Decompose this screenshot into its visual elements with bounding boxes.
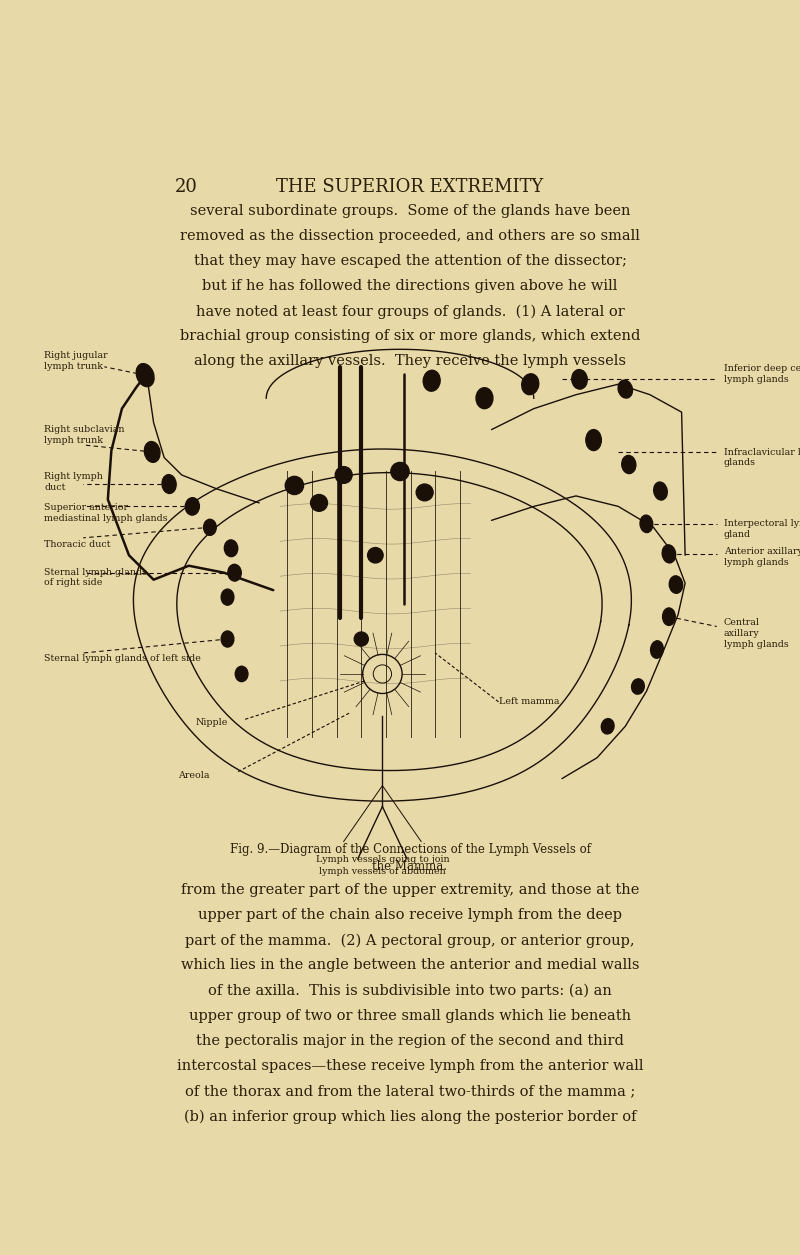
Text: part of the mamma.  (2) A pectoral group, or anterior group,: part of the mamma. (2) A pectoral group,… <box>185 934 635 948</box>
Text: Interpectoral lymph
gland: Interpectoral lymph gland <box>724 518 800 538</box>
Text: which lies in the angle between the anterior and medial walls: which lies in the angle between the ante… <box>181 959 639 973</box>
Text: Lymph vessels going to join
lymph vessels of abdomen: Lymph vessels going to join lymph vessel… <box>315 856 450 876</box>
Text: have noted at least four groups of glands.  (1) A lateral or: have noted at least four groups of gland… <box>196 304 624 319</box>
Text: Central
axillary
lymph glands: Central axillary lymph glands <box>724 619 789 649</box>
Text: 20: 20 <box>174 178 198 196</box>
Text: removed as the dissection proceeded, and others are so small: removed as the dissection proceeded, and… <box>180 228 640 243</box>
Ellipse shape <box>476 388 493 409</box>
Ellipse shape <box>162 474 176 493</box>
Text: along the axillary vessels.  They receive the lymph vessels: along the axillary vessels. They receive… <box>194 354 626 369</box>
Ellipse shape <box>522 374 538 394</box>
Text: Right jugular
lymph trunk: Right jugular lymph trunk <box>45 351 108 371</box>
Text: (b) an inferior group which lies along the posterior border of: (b) an inferior group which lies along t… <box>184 1109 636 1123</box>
Circle shape <box>286 477 303 494</box>
Text: of the thorax and from the lateral two-thirds of the mamma ;: of the thorax and from the lateral two-t… <box>185 1084 635 1098</box>
Text: Left mamma: Left mamma <box>498 698 559 707</box>
Text: but if he has followed the directions given above he will: but if he has followed the directions gi… <box>202 279 618 294</box>
Circle shape <box>391 462 409 481</box>
Ellipse shape <box>235 666 248 681</box>
Ellipse shape <box>586 429 602 451</box>
Text: that they may have escaped the attention of the dissector;: that they may have escaped the attention… <box>194 254 626 269</box>
Text: Inferior deep cervical
lymph glands: Inferior deep cervical lymph glands <box>724 364 800 384</box>
Text: several subordinate groups.  Some of the glands have been: several subordinate groups. Some of the … <box>190 203 630 218</box>
Text: Anterior axillary
lymph glands: Anterior axillary lymph glands <box>724 547 800 566</box>
Ellipse shape <box>572 369 587 389</box>
Text: of the axilla.  This is subdivisible into two parts: (a) an: of the axilla. This is subdivisible into… <box>208 984 612 998</box>
Text: upper part of the chain also receive lymph from the deep: upper part of the chain also receive lym… <box>198 909 622 922</box>
Text: Nipple: Nipple <box>196 718 228 728</box>
Text: from the greater part of the upper extremity, and those at the: from the greater part of the upper extre… <box>181 884 639 897</box>
Ellipse shape <box>622 456 636 473</box>
Circle shape <box>335 467 352 483</box>
Ellipse shape <box>423 370 440 392</box>
Text: Sternal lymph glands
of right side: Sternal lymph glands of right side <box>45 567 147 587</box>
Ellipse shape <box>136 364 154 387</box>
Text: Superior anterior
mediastinal lymph glands: Superior anterior mediastinal lymph glan… <box>45 503 168 523</box>
Ellipse shape <box>654 482 667 499</box>
Text: Thoracic duct: Thoracic duct <box>45 541 111 550</box>
Ellipse shape <box>662 607 675 625</box>
Text: brachial group consisting of six or more glands, which extend: brachial group consisting of six or more… <box>180 329 640 344</box>
Ellipse shape <box>602 719 614 734</box>
Text: THE SUPERIOR EXTREMITY: THE SUPERIOR EXTREMITY <box>276 178 544 196</box>
Text: intercostal spaces—these receive lymph from the anterior wall: intercostal spaces—these receive lymph f… <box>177 1059 643 1073</box>
Ellipse shape <box>144 442 160 462</box>
Text: Areola: Areola <box>178 771 210 779</box>
Circle shape <box>310 494 327 511</box>
Text: the pectoralis major in the region of the second and third: the pectoralis major in the region of th… <box>196 1034 624 1048</box>
Text: Fig. 9.—Diagram of the Connections of the Lymph Vessels of
the Mamma.: Fig. 9.—Diagram of the Connections of th… <box>230 843 590 873</box>
Text: Right subclavian
lymph trunk: Right subclavian lymph trunk <box>45 425 125 446</box>
Ellipse shape <box>221 589 234 605</box>
Text: Infraclavicular lymph
glands: Infraclavicular lymph glands <box>724 448 800 467</box>
Ellipse shape <box>228 565 242 581</box>
Circle shape <box>368 547 383 563</box>
Ellipse shape <box>618 380 633 398</box>
Circle shape <box>354 633 368 646</box>
Ellipse shape <box>631 679 644 694</box>
Ellipse shape <box>224 540 238 557</box>
Ellipse shape <box>670 576 682 594</box>
Text: Right lymph
duct: Right lymph duct <box>45 472 103 492</box>
Circle shape <box>416 484 433 501</box>
Ellipse shape <box>640 515 653 532</box>
Ellipse shape <box>203 520 216 536</box>
Ellipse shape <box>662 545 676 563</box>
Text: Sternal lymph glands of left side: Sternal lymph glands of left side <box>45 654 202 663</box>
Ellipse shape <box>650 641 663 658</box>
Ellipse shape <box>186 498 199 515</box>
Text: upper group of two or three small glands which lie beneath: upper group of two or three small glands… <box>189 1009 631 1023</box>
Ellipse shape <box>221 631 234 648</box>
